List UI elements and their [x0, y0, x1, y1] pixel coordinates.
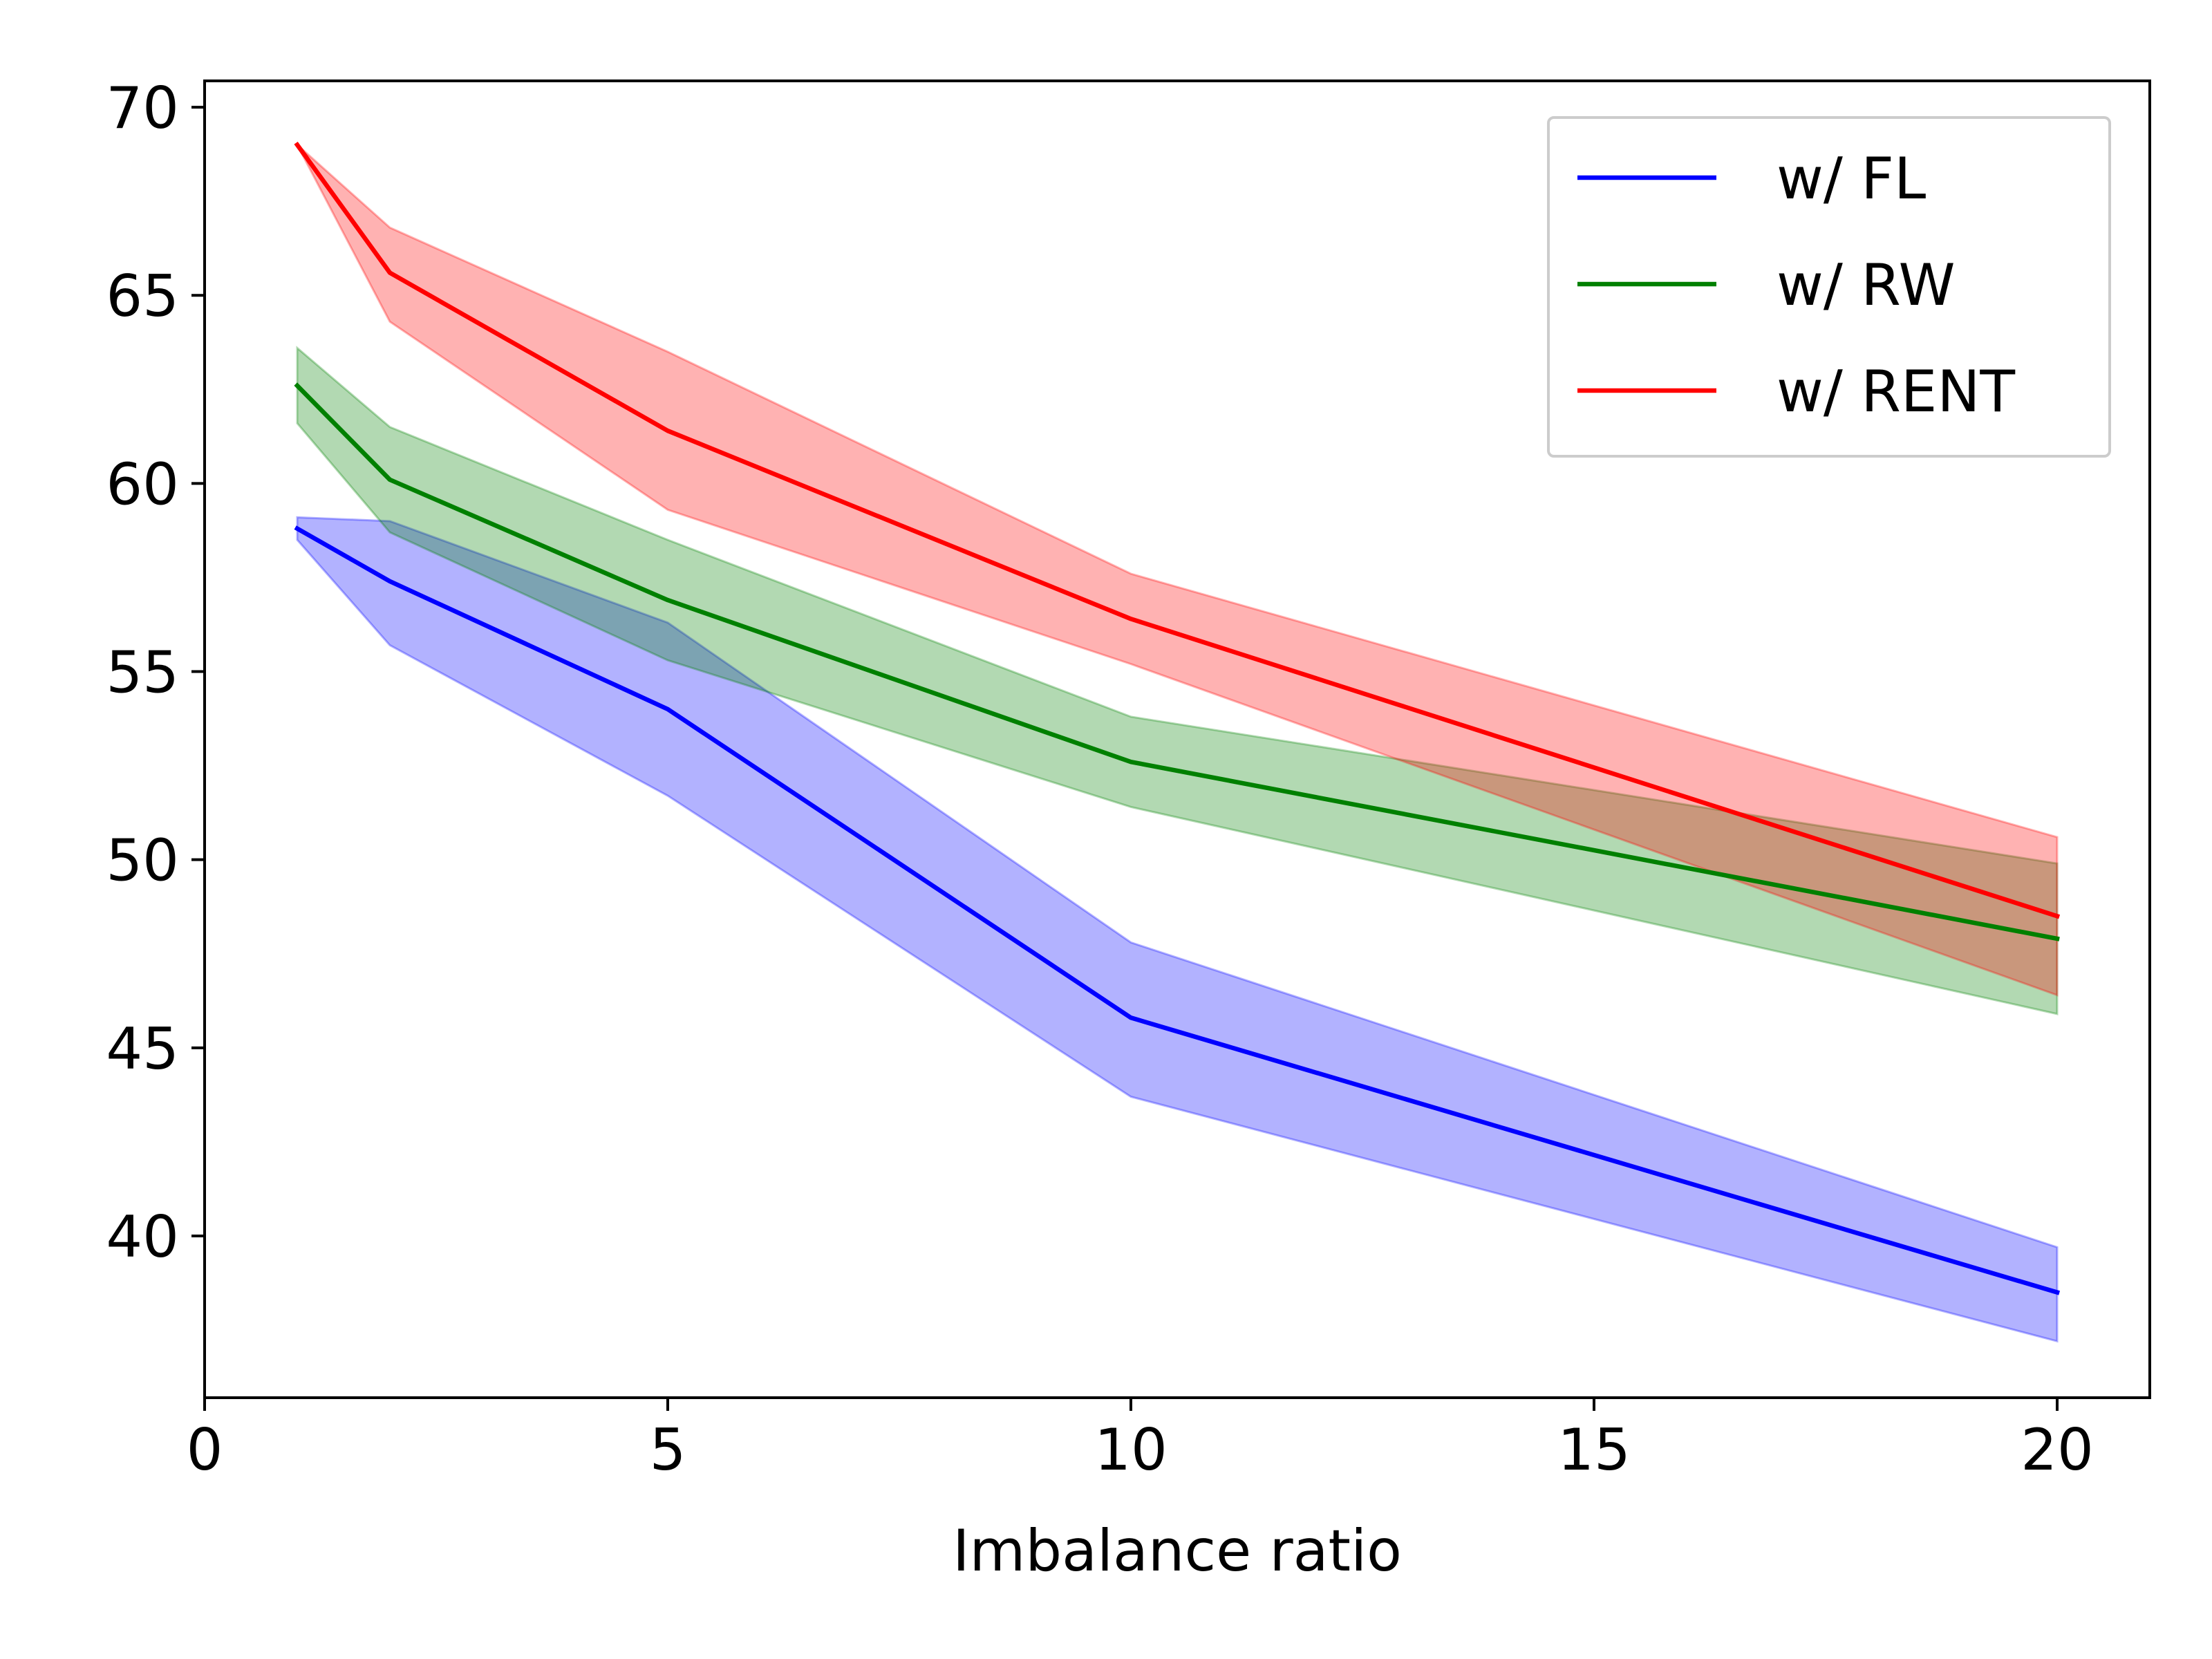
line-w-rent — [294, 141, 2061, 919]
x-tick-label: 20 — [2021, 1416, 2094, 1483]
plot-frame — [203, 79, 2151, 1399]
y-tick-label: 40 — [106, 1203, 179, 1271]
x-tick-label: 5 — [650, 1416, 686, 1483]
legend-label-w-rent: w/ RENT — [1777, 358, 2015, 425]
y-tick-label: 55 — [106, 639, 179, 706]
y-axis: 40 45 50 55 60 65 70 — [106, 75, 205, 1271]
x-tick-label: 15 — [1557, 1416, 1631, 1483]
x-axis: 0 5 10 15 20 — [187, 1398, 2094, 1483]
legend-box — [1547, 116, 2111, 458]
confidence-bands — [296, 144, 2059, 1343]
y-tick-label: 60 — [106, 451, 179, 518]
line-w-rw — [294, 382, 2060, 941]
legend-label-w-fl: w/ FL — [1777, 145, 1926, 212]
x-tick-label: 10 — [1094, 1416, 1168, 1483]
series-lines — [294, 141, 2061, 1295]
y-tick-label: 65 — [106, 263, 179, 330]
legend: w/ FL w/ RW w/ RENT — [1547, 116, 2111, 458]
y-tick-label: 45 — [106, 1015, 179, 1082]
band-w-fl — [296, 516, 2059, 1343]
y-tick-label: 50 — [106, 827, 179, 894]
y-tick-label: 70 — [106, 75, 179, 142]
x-tick-label: 0 — [187, 1416, 223, 1483]
band-w-rw — [296, 346, 2059, 1015]
x-axis-title: Imbalance ratio — [953, 1517, 1402, 1584]
line-w-fl — [294, 525, 2061, 1295]
legend-label-w-rw: w/ RW — [1777, 252, 1956, 319]
